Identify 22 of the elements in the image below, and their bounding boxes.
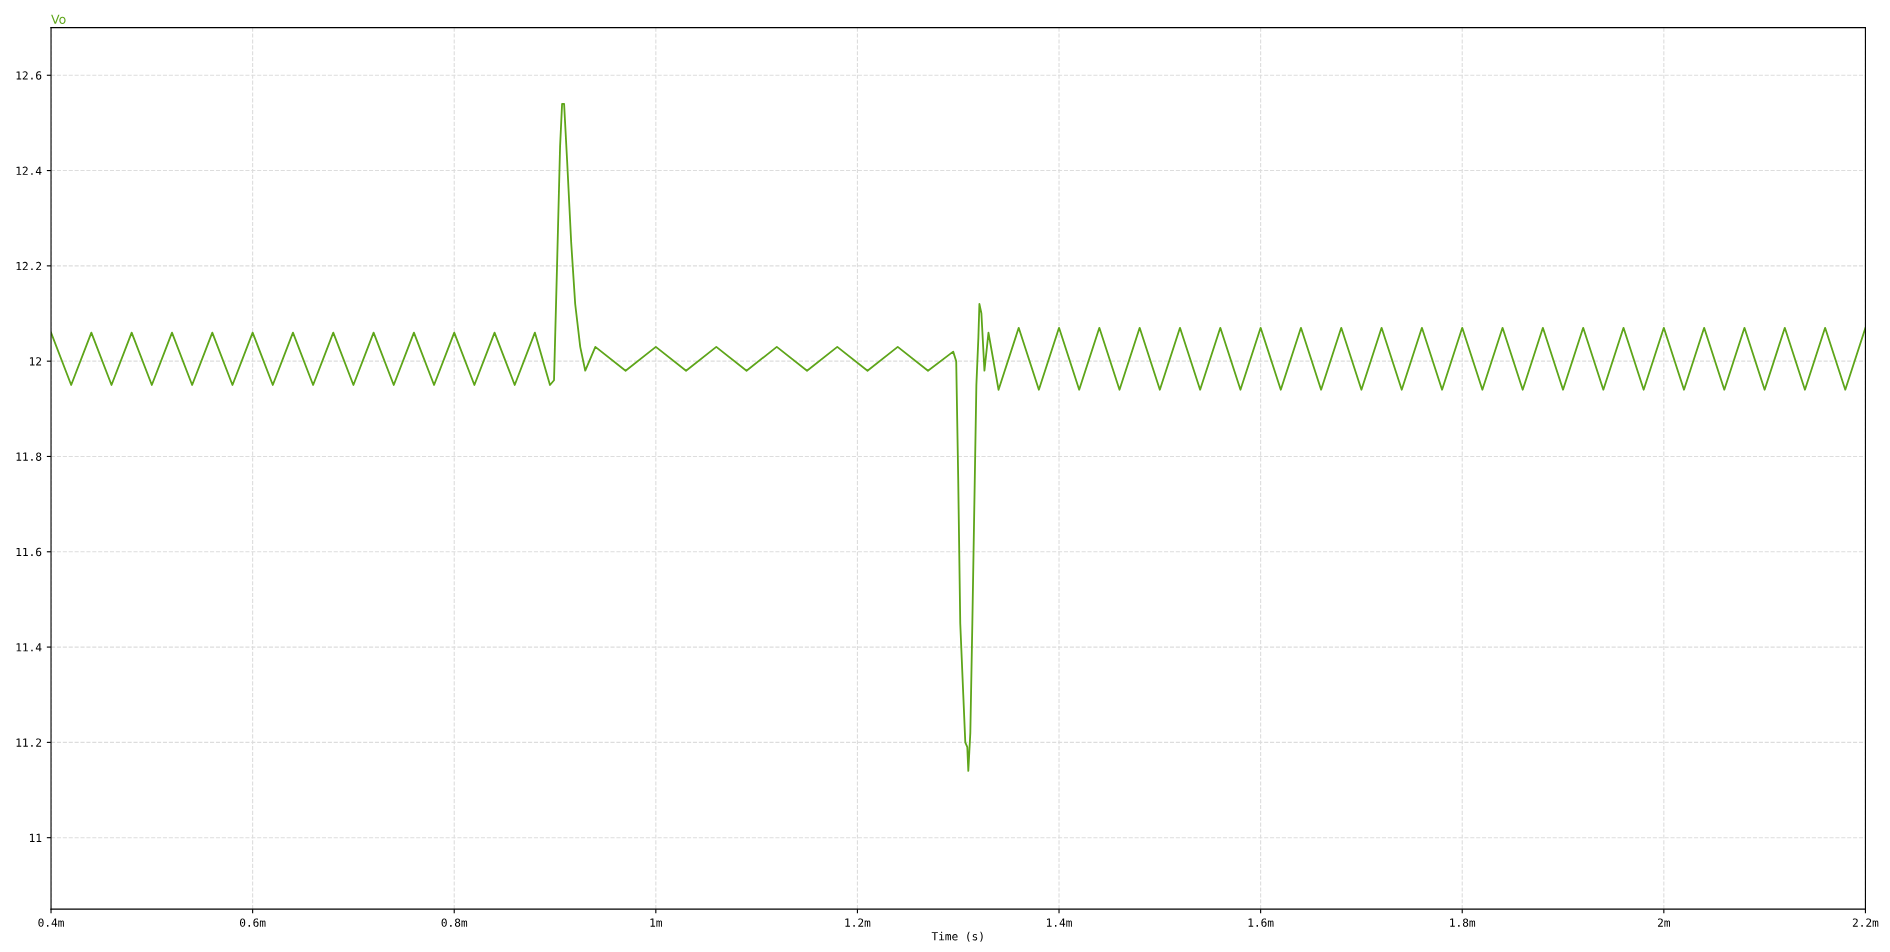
y-tick-label: 12.4: [16, 166, 42, 175]
y-tick-label: 11.8: [16, 452, 42, 461]
x-tick-label: 2m: [1657, 918, 1670, 927]
y-tick-label: 12.2: [16, 261, 42, 271]
y-tick-label: 12.6: [16, 71, 42, 80]
x-tick-label: 0.8m: [441, 918, 468, 927]
x-tick-label: 1.8m: [1450, 918, 1476, 927]
x-tick-label: 1m: [650, 918, 662, 927]
x-tick-label: 0.4m: [38, 918, 64, 927]
line-series: [51, 102, 1866, 772]
x-tick-label: 0.6m: [239, 918, 266, 927]
x-tick-label: 1.6m: [1248, 918, 1274, 927]
y-tick-label: 11: [29, 833, 42, 842]
x-tick-label: 1.2m: [845, 918, 871, 927]
x-tick-label: 1.4m: [1046, 918, 1072, 927]
x-tick-label: 2.2m: [1852, 918, 1879, 927]
y-tick-label: 12: [29, 357, 42, 366]
x-axis-title: Time (s): [931, 931, 983, 942]
text: Vo: [51, 14, 66, 24]
y-tick-label: 11.4: [16, 643, 42, 652]
y-tick-label: 11.2: [16, 738, 42, 747]
y-tick-label: 11.6: [16, 547, 42, 557]
